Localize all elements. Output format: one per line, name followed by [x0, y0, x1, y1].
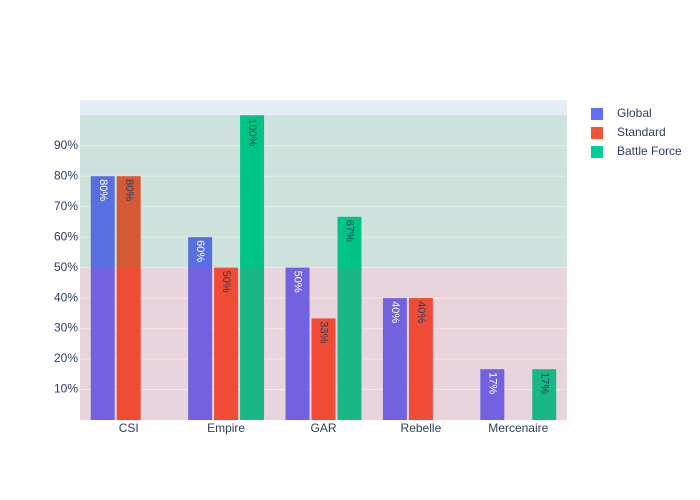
- y-tick-label: 80%: [54, 168, 78, 182]
- x-tick-label: GAR: [310, 421, 336, 435]
- bar: [382, 298, 407, 420]
- bar: [408, 298, 433, 420]
- bar: [116, 176, 141, 420]
- legend-swatch[interactable]: [591, 108, 603, 120]
- legend-label[interactable]: Battle Force: [617, 144, 682, 158]
- value-label: 80%: [123, 179, 135, 201]
- y-tick-label: 50%: [54, 260, 78, 274]
- bar: [214, 267, 239, 420]
- value-label: 60%: [194, 240, 206, 262]
- bar: [480, 369, 505, 420]
- value-label: 33%: [318, 321, 330, 343]
- y-tick-label: 10%: [54, 382, 78, 396]
- bands: [80, 115, 567, 420]
- value-label: 50%: [292, 271, 304, 293]
- legend-label[interactable]: Standard: [617, 125, 666, 139]
- y-tick-label: 70%: [54, 199, 78, 213]
- value-label: 40%: [389, 301, 401, 323]
- bar: [532, 369, 557, 420]
- y-tick-label: 30%: [54, 321, 78, 335]
- value-label: 80%: [97, 179, 109, 201]
- bar: [337, 216, 362, 420]
- value-label: 100%: [246, 118, 258, 146]
- x-tick-label: Rebelle: [401, 421, 442, 435]
- labels: 80% 80% 60% 50% 100% 50% 33% 67% 40% 40% 17% 17%: [97, 118, 551, 394]
- value-label: 17%: [486, 372, 498, 394]
- value-label: 40%: [415, 301, 427, 323]
- y-tick-label: 40%: [54, 290, 78, 304]
- legend-swatch[interactable]: [591, 127, 603, 139]
- value-label: 67%: [344, 220, 356, 242]
- legend-label[interactable]: Global: [617, 106, 652, 120]
- bars: [90, 115, 557, 420]
- bar: [285, 267, 310, 420]
- legend-swatch[interactable]: [591, 146, 603, 158]
- x-tick-label: CSI: [119, 421, 139, 435]
- value-label: 50%: [220, 271, 232, 293]
- band: [80, 115, 567, 268]
- bar: [311, 318, 336, 420]
- bar: [188, 237, 213, 420]
- y-tick-label: 20%: [54, 351, 78, 365]
- x-tick-label: Mercenaire: [488, 421, 548, 435]
- bar: [240, 115, 265, 420]
- y-tick-label: 60%: [54, 229, 78, 243]
- x-tick-label: Empire: [207, 421, 245, 435]
- bar: [90, 176, 115, 420]
- band: [80, 267, 567, 420]
- value-label: 17%: [538, 372, 550, 394]
- y-tick-label: 90%: [54, 138, 78, 152]
